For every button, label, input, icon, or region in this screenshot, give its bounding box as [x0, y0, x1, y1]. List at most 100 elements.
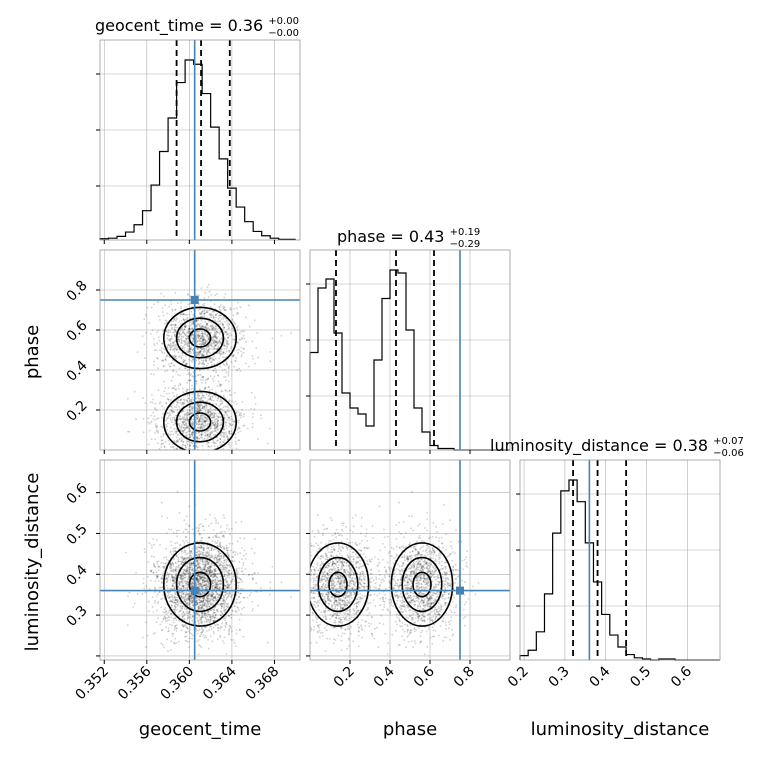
- sample-point: [198, 591, 201, 594]
- sample-point: [170, 303, 173, 305]
- sample-point: [181, 624, 184, 626]
- sample-point: [185, 598, 188, 600]
- sample-point: [174, 325, 177, 327]
- sample-point: [202, 575, 205, 578]
- sample-point: [200, 433, 202, 436]
- sample-point: [213, 336, 216, 338]
- sample-point: [171, 577, 174, 579]
- sample-point: [210, 574, 213, 577]
- sample-point: [195, 450, 197, 452]
- sample-point: [175, 570, 178, 573]
- sample-point: [166, 517, 169, 519]
- sample-point: [204, 434, 207, 437]
- sample-point: [197, 332, 200, 335]
- sample-point: [198, 409, 201, 412]
- sample-point: [146, 306, 149, 309]
- sample-point: [224, 331, 227, 334]
- sample-point: [217, 629, 220, 632]
- sample-point: [183, 328, 186, 331]
- sample-point: [172, 564, 175, 567]
- sample-point: [196, 417, 199, 419]
- sample-point: [214, 573, 217, 576]
- sample-point: [186, 426, 189, 429]
- sample-point: [221, 451, 223, 453]
- sample-point: [183, 592, 185, 594]
- sample-point: [196, 640, 199, 643]
- sample-point: [234, 323, 237, 326]
- sample-point: [198, 325, 201, 328]
- sample-point: [180, 595, 183, 597]
- sample-point: [197, 574, 200, 577]
- sample-point: [220, 390, 223, 393]
- sample-point: [214, 616, 217, 619]
- sample-point: [196, 410, 199, 413]
- sample-point: [172, 387, 175, 389]
- sample-point: [201, 332, 204, 334]
- sample-point: [251, 355, 254, 357]
- sample-point: [207, 601, 209, 604]
- sample-point: [157, 560, 160, 562]
- sample-point: [189, 348, 192, 350]
- sample-point: [203, 327, 205, 330]
- sample-point: [199, 351, 202, 353]
- sample-point: [218, 305, 221, 308]
- sample-point: [220, 423, 223, 426]
- sample-point: [177, 338, 180, 341]
- sample-point: [204, 616, 206, 619]
- sample-point: [198, 339, 201, 342]
- sample-point: [187, 567, 190, 569]
- sample-point: [225, 653, 228, 655]
- sample-point: [189, 566, 191, 569]
- sample-point: [233, 420, 236, 423]
- sample-point: [214, 611, 216, 614]
- sample-point: [190, 400, 193, 403]
- sample-point: [210, 545, 212, 548]
- sample-point: [230, 626, 232, 629]
- sample-point: [243, 347, 246, 350]
- sample-point: [177, 560, 180, 563]
- sample-point: [209, 431, 212, 434]
- sample-point: [191, 601, 194, 603]
- sample-point: [226, 363, 229, 366]
- sample-point: [206, 551, 209, 554]
- sample-point: [226, 576, 229, 578]
- sample-point: [188, 564, 191, 567]
- sample-point: [197, 352, 199, 355]
- sample-point: [208, 329, 211, 331]
- sample-point: [163, 445, 166, 448]
- sample-point: [184, 549, 187, 552]
- sample-point: [186, 558, 189, 560]
- sample-point: [215, 338, 218, 341]
- sample-point: [216, 578, 219, 581]
- sample-point: [192, 432, 194, 434]
- sample-point: [200, 397, 203, 400]
- sample-point: [182, 361, 185, 363]
- sample-point: [198, 551, 201, 553]
- sample-point: [221, 605, 224, 608]
- sample-point: [145, 315, 148, 317]
- sample-point: [168, 329, 170, 332]
- sample-point: [217, 594, 219, 596]
- sample-point: [230, 424, 232, 427]
- sample-point: [217, 423, 219, 425]
- sample-point: [214, 585, 217, 588]
- sample-point: [215, 325, 217, 328]
- sample-point: [222, 555, 225, 557]
- sample-point: [189, 628, 192, 631]
- sample-point: [196, 596, 199, 599]
- sample-point: [179, 415, 182, 418]
- sample-point: [186, 569, 188, 572]
- sample-point: [170, 540, 172, 543]
- sample-point: [175, 355, 177, 358]
- sample-point: [185, 332, 188, 335]
- sample-point: [227, 602, 230, 605]
- sample-point: [223, 610, 225, 612]
- sample-point: [199, 417, 201, 420]
- sample-point: [204, 566, 207, 568]
- sample-point: [212, 439, 215, 442]
- sample-point: [172, 331, 175, 334]
- sample-point: [199, 361, 201, 364]
- sample-point: [197, 374, 200, 376]
- sample-point: [223, 599, 226, 602]
- sample-point: [195, 432, 198, 435]
